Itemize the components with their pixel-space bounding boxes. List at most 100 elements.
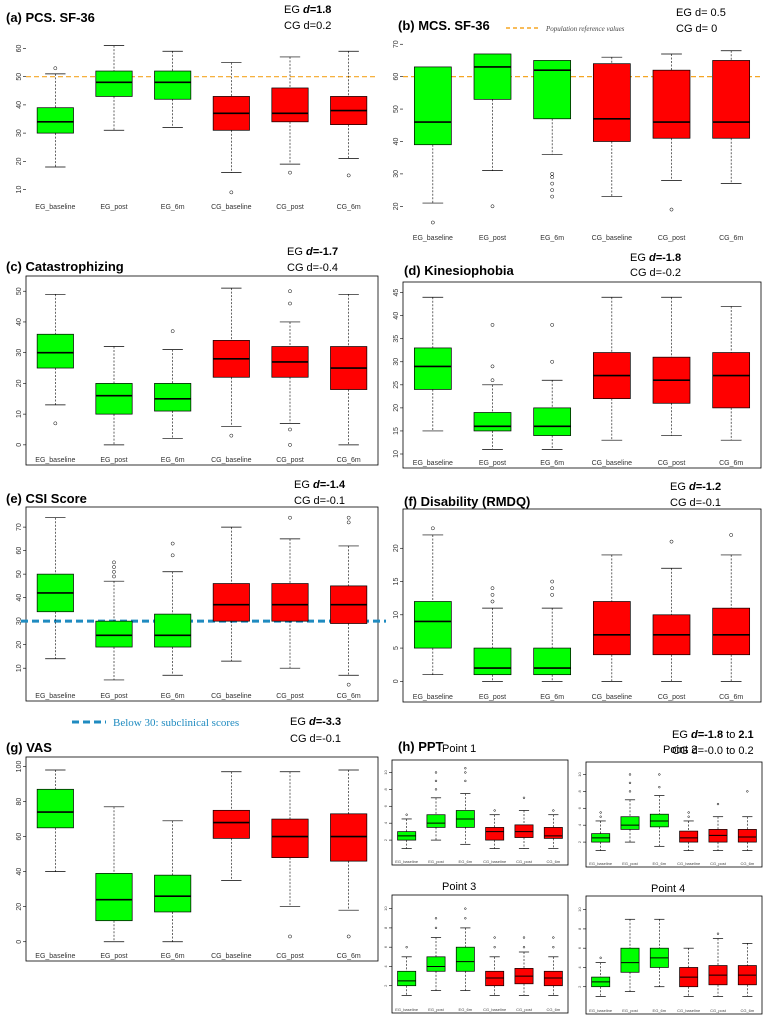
xtick-label: EG_baseline (589, 861, 613, 866)
box-ppt1-EG_post: EG_post (426, 771, 446, 864)
ytick-label-ppt2: 8 (577, 789, 582, 792)
box-iqr (95, 873, 133, 922)
outlier-point (669, 539, 674, 544)
ytick-label-ppt4: 2 (577, 985, 582, 988)
xtick-label: CG_baseline (677, 1008, 701, 1013)
box-iqr (620, 947, 640, 973)
xtick-label: EG_baseline (395, 859, 419, 864)
ytick-label-ppt1: 6 (383, 804, 388, 807)
box-iqr (212, 583, 250, 622)
box-ppt4-EG_post: EG_post (620, 918, 640, 1013)
box-pcs-EG_baseline: EG_baseline (35, 66, 75, 211)
xtick-label: EG_baseline (589, 1008, 613, 1013)
xtick-label: EG_6m (161, 693, 185, 700)
ytick-label-vas: 40 (16, 868, 23, 876)
ytick-label-ppt3: 2 (383, 984, 388, 987)
xtick-label: CG_post (276, 204, 304, 211)
title-csi: (e) CSI Score (6, 491, 87, 506)
outlier-point (490, 599, 495, 604)
outlier-point (112, 569, 116, 574)
ytick-label-cat: 40 (16, 318, 23, 326)
box-iqr (413, 347, 452, 390)
xtick-label: CG_6m (337, 204, 361, 211)
box-iqr (533, 647, 572, 676)
box-csi-CG_post: CG_post (271, 515, 309, 700)
box-ppt2-CG_6m: CG_6m (737, 790, 757, 866)
effect-cg-mcs: CG d= 0 (676, 23, 717, 35)
box-iqr (212, 809, 250, 839)
outlier-point (346, 934, 351, 939)
outlier-point (229, 433, 234, 438)
effect-eg-dis: EG d=-1.2 (670, 481, 721, 493)
xtick-label: EG_6m (540, 694, 564, 701)
plot-ppt2: 2 4 6 8 10 EG_baseline EG_post EG_6m CG_baseline… (577, 761, 763, 868)
box-ppt2-CG_post: CG_post (708, 802, 728, 866)
box-ppt2-CG_baseline: CG_baseline (677, 811, 701, 866)
xtick-label: EG_6m (161, 953, 185, 960)
box-ppt3-EG_6m: EG_6m (455, 907, 475, 1012)
box-iqr (413, 601, 452, 649)
plot-frame-vas (25, 756, 379, 962)
box-ppt1-CG_post: CG_post (514, 796, 534, 864)
effect-cg-cat: CG d=-0.4 (287, 262, 338, 274)
box-ppt2-EG_baseline: EG_baseline (589, 811, 613, 866)
ytick-label-ppt4: 4 (577, 966, 582, 969)
ytick-label-kin: 25 (393, 381, 400, 389)
xtick-label: CG_6m (740, 1008, 754, 1013)
ytick-label-mcs: 50 (393, 105, 400, 113)
outlier-point (550, 359, 555, 364)
ytick-label-kin: 10 (393, 450, 400, 458)
box-csi-CG_6m: CG_6m (330, 515, 368, 700)
plot-pcs: 10 20 30 40 50 60 EG_baseline EG_post EG_6m CG_ba… (16, 44, 378, 211)
xtick-label: CG_post (658, 694, 686, 701)
xtick-label: CG_6m (337, 693, 361, 700)
xtick-label: CG_post (658, 460, 686, 467)
ytick-label-vas: 80 (16, 798, 23, 806)
ytick-label-mcs: 70 (393, 40, 400, 48)
box-mcs-CG_6m: CG_6m (712, 50, 751, 242)
box-iqr (426, 956, 446, 972)
outlier-point (716, 802, 720, 806)
xtick-label: EG_baseline (35, 693, 75, 700)
ytick-label-csi: 30 (16, 617, 23, 625)
outlier-point (112, 574, 116, 579)
ytick-label-csi: 10 (16, 664, 23, 672)
title-kin: (d) Kinesiophobia (404, 263, 515, 278)
csi-legend-label: Below 30: subclinical scores (113, 717, 239, 729)
xtick-label: EG_post (428, 1007, 444, 1012)
box-iqr (95, 383, 133, 415)
outlier-point (53, 421, 58, 426)
box-iqr (455, 946, 475, 972)
box-cat-CG_6m: CG_6m (330, 293, 368, 464)
box-kin-CG_post: CG_post (652, 296, 691, 467)
plot-csi: 10 20 30 40 50 60 70 EG_baseline EG_post EG_6m CG_… (16, 506, 386, 702)
box-iqr (36, 333, 74, 369)
box-ppt1-EG_baseline: EG_baseline (395, 813, 419, 864)
xtick-label: CG_post (276, 953, 304, 960)
box-iqr (154, 874, 192, 913)
ytick-label-ppt3: 10 (383, 906, 388, 911)
xtick-label: EG_6m (540, 460, 564, 467)
box-iqr (426, 814, 446, 828)
outlier-point (346, 173, 351, 178)
box-csi-EG_post: EG_post (95, 560, 133, 700)
ytick-label-dis: 20 (393, 544, 400, 552)
box-kin-CG_baseline: CG_baseline (592, 296, 632, 467)
title-ppt: (h) PPT (398, 739, 444, 754)
box-vas-CG_post: CG_post (271, 771, 309, 960)
outlier-point (522, 796, 526, 799)
ytick-label-ppt4: 8 (577, 927, 582, 930)
box-dis-EG_baseline: EG_baseline (413, 526, 453, 701)
ytick-label-csi: 20 (16, 641, 23, 649)
xtick-label: CG_baseline (483, 1007, 507, 1012)
outlier-point (550, 323, 555, 327)
xtick-label: EG_post (100, 693, 127, 700)
outlier-point (490, 204, 495, 209)
outlier-point (493, 936, 496, 939)
box-ppt4-CG_post: CG_post (708, 932, 728, 1013)
box-pcs-CG_6m: CG_6m (330, 50, 368, 211)
box-ppt4-CG_6m: CG_6m (737, 943, 757, 1013)
box-vas-EG_post: EG_post (95, 806, 133, 960)
box-ppt3-EG_post: EG_post (426, 917, 446, 1012)
